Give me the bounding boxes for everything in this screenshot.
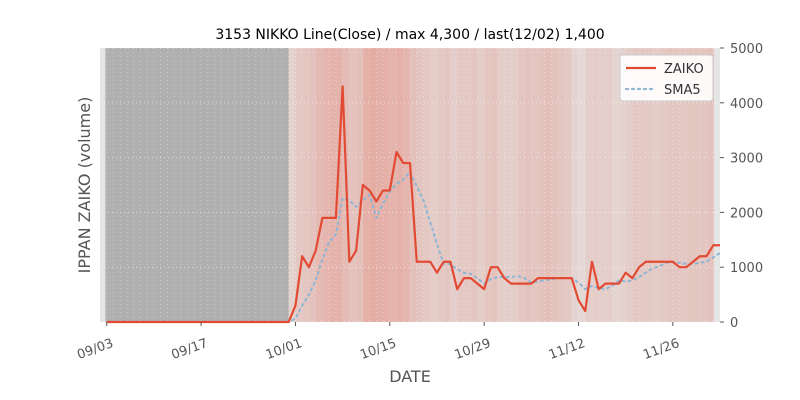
band-tint xyxy=(477,48,485,322)
band-tint xyxy=(531,48,539,322)
band-tint xyxy=(349,48,357,322)
y-axis-label: IPPAN ZAIKO (volume) xyxy=(75,97,94,274)
band-tint xyxy=(625,48,633,322)
band-tint xyxy=(315,48,323,322)
band-tint xyxy=(511,48,518,322)
band-tint xyxy=(369,48,377,322)
band-tint xyxy=(612,48,619,322)
band-tint xyxy=(598,48,606,322)
band-tint xyxy=(706,48,714,322)
band-tint xyxy=(551,48,559,322)
band-tint xyxy=(288,48,296,322)
band-tint xyxy=(659,48,667,322)
band-tint xyxy=(565,48,572,322)
x-tick-label: 11/12 xyxy=(547,336,587,363)
band-tint xyxy=(322,48,330,322)
band-tint xyxy=(436,48,444,322)
band-tint xyxy=(605,48,613,322)
band-tint xyxy=(679,48,687,322)
band-tint xyxy=(585,48,592,322)
band-tint xyxy=(686,48,694,322)
y-axis-ticks: 0 1000 2000 3000 4000 5000 xyxy=(720,42,763,331)
band-tint xyxy=(470,48,478,322)
series-line-sma5 xyxy=(105,170,721,323)
band-tint xyxy=(497,48,505,322)
band-tint xyxy=(403,48,410,322)
band-tint xyxy=(335,48,343,322)
y-tick-label: 4000 xyxy=(730,97,763,112)
band-tint xyxy=(666,48,673,322)
band-tint xyxy=(356,48,363,322)
band-gray xyxy=(105,48,289,322)
band-tint xyxy=(693,48,700,322)
band-tint xyxy=(410,48,417,322)
band-tint xyxy=(504,48,512,322)
x-tick-label: 10/29 xyxy=(453,336,493,363)
band-tint xyxy=(329,48,336,322)
band-tint xyxy=(490,48,498,322)
band-tint xyxy=(389,48,397,322)
legend: ZAIKO SMA5 xyxy=(619,54,714,102)
band-tint xyxy=(383,48,390,322)
band-tint xyxy=(558,48,565,322)
band-tint xyxy=(430,48,437,322)
band-tint xyxy=(376,48,384,322)
x-tick-label: 10/15 xyxy=(358,336,398,363)
legend-label-zaiko: ZAIKO xyxy=(664,62,704,77)
series-lines xyxy=(105,85,721,324)
band-tint xyxy=(396,48,404,322)
y-tick-label: 1000 xyxy=(730,261,763,276)
x-axis-ticks: 09/03 09/17 10/01 10/15 10/29 11/12 11/26 xyxy=(75,322,682,363)
band-tint xyxy=(362,48,370,322)
legend-label-sma5: SMA5 xyxy=(664,83,701,98)
band-tint xyxy=(591,48,599,322)
y-tick-label: 5000 xyxy=(730,42,763,57)
band-tint xyxy=(699,48,707,322)
band-tint xyxy=(652,48,660,322)
background-bands xyxy=(105,48,714,322)
x-tick-label: 10/01 xyxy=(264,336,304,363)
x-tick-label: 09/17 xyxy=(170,336,210,363)
y-tick-label: 3000 xyxy=(730,152,763,167)
band-tint xyxy=(544,48,552,322)
y-tick-label: 0 xyxy=(730,316,738,331)
x-tick-label: 09/03 xyxy=(75,336,115,363)
y-tick-label: 2000 xyxy=(730,206,763,221)
band-tint xyxy=(423,48,431,322)
x-axis-label: DATE xyxy=(389,367,431,386)
band-tint xyxy=(302,48,309,322)
band-tint xyxy=(672,48,680,322)
chart-title: 3153 NIKKO Line(Close) / max 4,300 / las… xyxy=(215,27,604,43)
band-tint xyxy=(416,48,424,322)
band-tint xyxy=(463,48,471,322)
band-tint xyxy=(443,48,451,322)
band-tint xyxy=(571,48,579,322)
band-tint xyxy=(484,48,491,322)
band-tint xyxy=(639,48,646,322)
band-tint xyxy=(517,48,525,322)
series-line-zaiko xyxy=(106,85,720,324)
band-tint xyxy=(457,48,464,322)
band-tint xyxy=(308,48,316,322)
x-tick-label: 11/26 xyxy=(641,336,681,363)
band-tint xyxy=(450,48,458,322)
band-tint xyxy=(618,48,626,322)
band-tint xyxy=(524,48,532,322)
band-tint xyxy=(632,48,640,322)
band-tint xyxy=(538,48,545,322)
band-tint xyxy=(713,48,714,322)
band-tint xyxy=(645,48,653,322)
band-tint xyxy=(295,48,303,322)
band-tint xyxy=(578,48,586,322)
